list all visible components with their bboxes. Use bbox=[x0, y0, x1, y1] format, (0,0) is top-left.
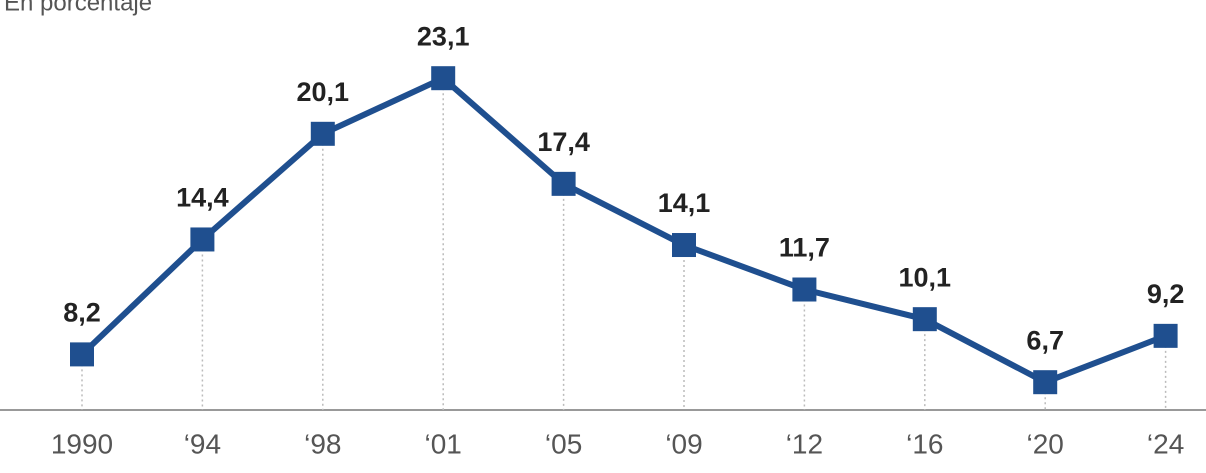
x-tick-label: 1990 bbox=[51, 428, 113, 459]
data-label: 14,4 bbox=[176, 183, 229, 213]
marker bbox=[431, 66, 456, 91]
x-tick-label: ‘94 bbox=[184, 428, 221, 459]
marker bbox=[912, 307, 937, 332]
data-label: 9,2 bbox=[1147, 279, 1185, 309]
x-tick-label: ‘20 bbox=[1027, 428, 1064, 459]
x-tick-label: ‘09 bbox=[665, 428, 702, 459]
line bbox=[79, 75, 1167, 386]
marker bbox=[1033, 370, 1058, 395]
x-tick-label: ‘01 bbox=[425, 428, 462, 459]
data-label: 8,2 bbox=[63, 298, 101, 328]
marker bbox=[70, 342, 94, 367]
x-tick-label: ‘05 bbox=[545, 428, 582, 459]
x-tick-label: ‘24 bbox=[1147, 428, 1184, 459]
marker bbox=[190, 227, 215, 252]
data-label: 17,4 bbox=[537, 127, 590, 157]
marker bbox=[792, 277, 817, 302]
chart-subtitle: En porcentaje bbox=[4, 0, 152, 16]
data-label: 10,1 bbox=[899, 262, 952, 292]
marker bbox=[1153, 323, 1178, 348]
marker bbox=[672, 233, 696, 258]
marker bbox=[551, 171, 576, 196]
data-label: 14,1 bbox=[658, 188, 711, 218]
data-label: 11,7 bbox=[779, 233, 830, 263]
x-tick-label: ‘12 bbox=[786, 428, 823, 459]
x-tick-label: ‘98 bbox=[304, 428, 341, 459]
data-label: 23,1 bbox=[417, 21, 470, 51]
x-tick-label: ‘16 bbox=[906, 428, 943, 459]
marker bbox=[310, 121, 335, 146]
data-label: 6,7 bbox=[1026, 325, 1064, 355]
data-label: 20,1 bbox=[297, 77, 350, 107]
